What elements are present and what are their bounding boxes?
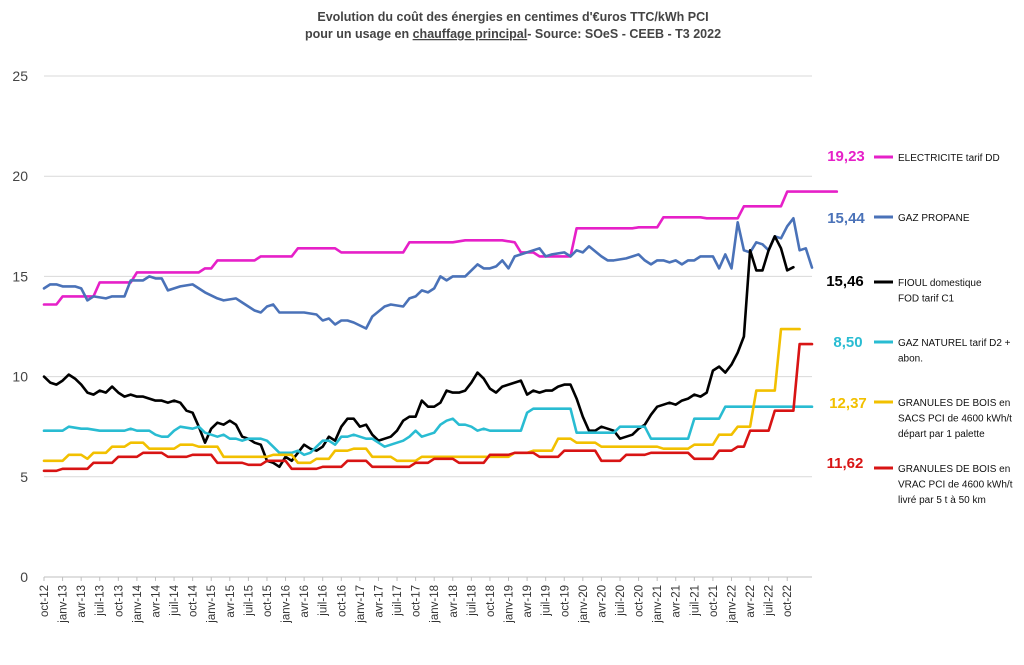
end-value-label: 8,50: [833, 334, 862, 351]
x-tick-label: juil-19: [541, 585, 553, 617]
legend-entry-2: 15,44 GAZ PROPANE: [827, 210, 970, 227]
x-tick-label: janv-20: [578, 585, 590, 624]
chart-title: Evolution du coût des énergies en centim…: [305, 10, 721, 41]
legend: 19,23 ELECTRICITE tarif DD 15,44 GAZ PROPAN…: [826, 148, 1012, 506]
x-tick-label: avr-20: [596, 585, 608, 618]
y-tick-label: 5: [20, 469, 28, 485]
x-tick-label: juil-15: [243, 585, 255, 617]
x-tick-label: oct-20: [634, 585, 646, 617]
series-lines: [42, 190, 839, 473]
x-tick-label: avr-14: [150, 584, 162, 617]
x-tick-label: avr-15: [225, 585, 237, 618]
x-tick-label: oct-21: [708, 585, 720, 617]
x-tick-label: janv-18: [429, 585, 441, 624]
x-tick-label: janv-15: [206, 585, 218, 624]
end-value-label: 19,23: [827, 148, 865, 165]
legend-entry-3: 15,46 FIOUL domestique FOD tarif C1: [826, 273, 982, 305]
x-tick-label: avr-18: [448, 585, 460, 618]
end-value-label: 11,62: [827, 455, 864, 472]
x-tick-label: juil-14: [169, 584, 181, 616]
x-tick-label: juil-13: [95, 585, 107, 617]
legend-label: départ par 1 palette: [898, 429, 985, 440]
legend-entry-4: 8,50 GAZ NATUREL tarif D2 + abon.: [833, 334, 1010, 365]
legend-label: GRANULES DE BOIS en: [898, 464, 1010, 475]
x-tick-label: avr-13: [76, 585, 88, 618]
chart-title-line1: Evolution du coût des énergies en centim…: [317, 10, 708, 24]
x-tick-label: janv-21: [652, 585, 664, 624]
x-tick-label: avr-17: [373, 585, 385, 618]
legend-label: GRANULES DE BOIS en: [898, 398, 1010, 409]
x-tick-label: janv-14: [132, 584, 144, 623]
legend-label: livré par 5 t à 50 km: [898, 495, 986, 506]
x-tick-label: juil-17: [392, 585, 404, 617]
y-tick-label: 25: [12, 68, 28, 84]
y-axis-ticks: 0 5 10 15 20 25: [12, 68, 28, 585]
x-tick-label: juil-22: [764, 585, 776, 617]
x-tick-label: oct-15: [262, 585, 274, 617]
x-tick-label: oct-14: [188, 584, 200, 617]
x-tick-label: juil-20: [615, 585, 627, 617]
x-tick-label: oct-12: [39, 585, 51, 617]
x-tick-label: janv-17: [355, 585, 367, 624]
y-tick-label: 10: [12, 369, 28, 385]
x-tick-label: oct-13: [113, 585, 125, 617]
x-tick-label: oct-19: [559, 585, 571, 617]
x-axis-ticks: oct-12 janv-13 avr-13 juil-13 oct-13 janv-14 a…: [39, 577, 794, 624]
x-tick-label: oct-16: [336, 585, 348, 617]
legend-label: FIOUL domestique: [898, 278, 982, 289]
series-line-1: [42, 190, 839, 306]
y-tick-label: 0: [20, 569, 28, 585]
x-tick-label: janv-16: [281, 585, 293, 624]
x-tick-label: juil-21: [689, 585, 701, 617]
x-tick-label: janv-22: [726, 585, 738, 624]
x-tick-label: oct-17: [411, 585, 423, 617]
x-tick-label: avr-21: [671, 585, 683, 618]
series-line-2: [42, 217, 814, 330]
legend-label: abon.: [898, 354, 923, 365]
legend-label: ELECTRICITE tarif DD: [898, 153, 1000, 164]
y-tick-label: 15: [12, 268, 28, 284]
x-tick-label: oct-22: [782, 585, 794, 617]
legend-label: SACS PCI de 4600 kWh/t: [898, 414, 1012, 425]
legend-entry-5: 12,37 GRANULES DE BOIS en SACS PCI de 4600…: [829, 395, 1012, 440]
legend-label: FOD tarif C1: [898, 294, 955, 305]
series-line-6: [42, 342, 814, 473]
legend-label: GAZ PROPANE: [898, 213, 970, 224]
x-tick-label: avr-22: [745, 585, 757, 618]
chart-title-line2-pre: pour un usage en: [305, 27, 413, 41]
x-tick-label: avr-16: [299, 585, 311, 618]
series-line-4: [42, 405, 814, 457]
x-tick-label: janv-13: [58, 585, 70, 624]
legend-entry-6: 11,62 GRANULES DE BOIS en VRAC PCI de 4600…: [827, 455, 1013, 506]
end-value-label: 15,46: [826, 273, 864, 290]
legend-label: GAZ NATUREL tarif D2 +: [898, 338, 1011, 349]
legend-label: VRAC PCI de 4600 kWh/t: [898, 480, 1013, 491]
x-tick-label: janv-19: [504, 585, 516, 624]
legend-entry-1: 19,23 ELECTRICITE tarif DD: [827, 148, 999, 165]
x-tick-label: juil-16: [318, 585, 330, 617]
chart-title-line2-underlined: chauffage principal: [413, 27, 528, 41]
end-value-label: 15,44: [827, 210, 865, 227]
x-tick-label: juil-18: [466, 585, 478, 617]
x-tick-label: avr-19: [522, 585, 534, 618]
x-tick-label: oct-18: [485, 585, 497, 617]
chart-title-line2: pour un usage en chauffage principal- So…: [305, 27, 721, 41]
end-value-label: 12,37: [829, 395, 867, 412]
chart-title-line2-post: - Source: SOeS - CEEB - T3 2022: [527, 27, 721, 41]
series-line-5: [42, 327, 801, 465]
series-line-3: [42, 235, 795, 469]
y-tick-label: 20: [12, 168, 28, 184]
gridlines: [44, 75, 812, 578]
